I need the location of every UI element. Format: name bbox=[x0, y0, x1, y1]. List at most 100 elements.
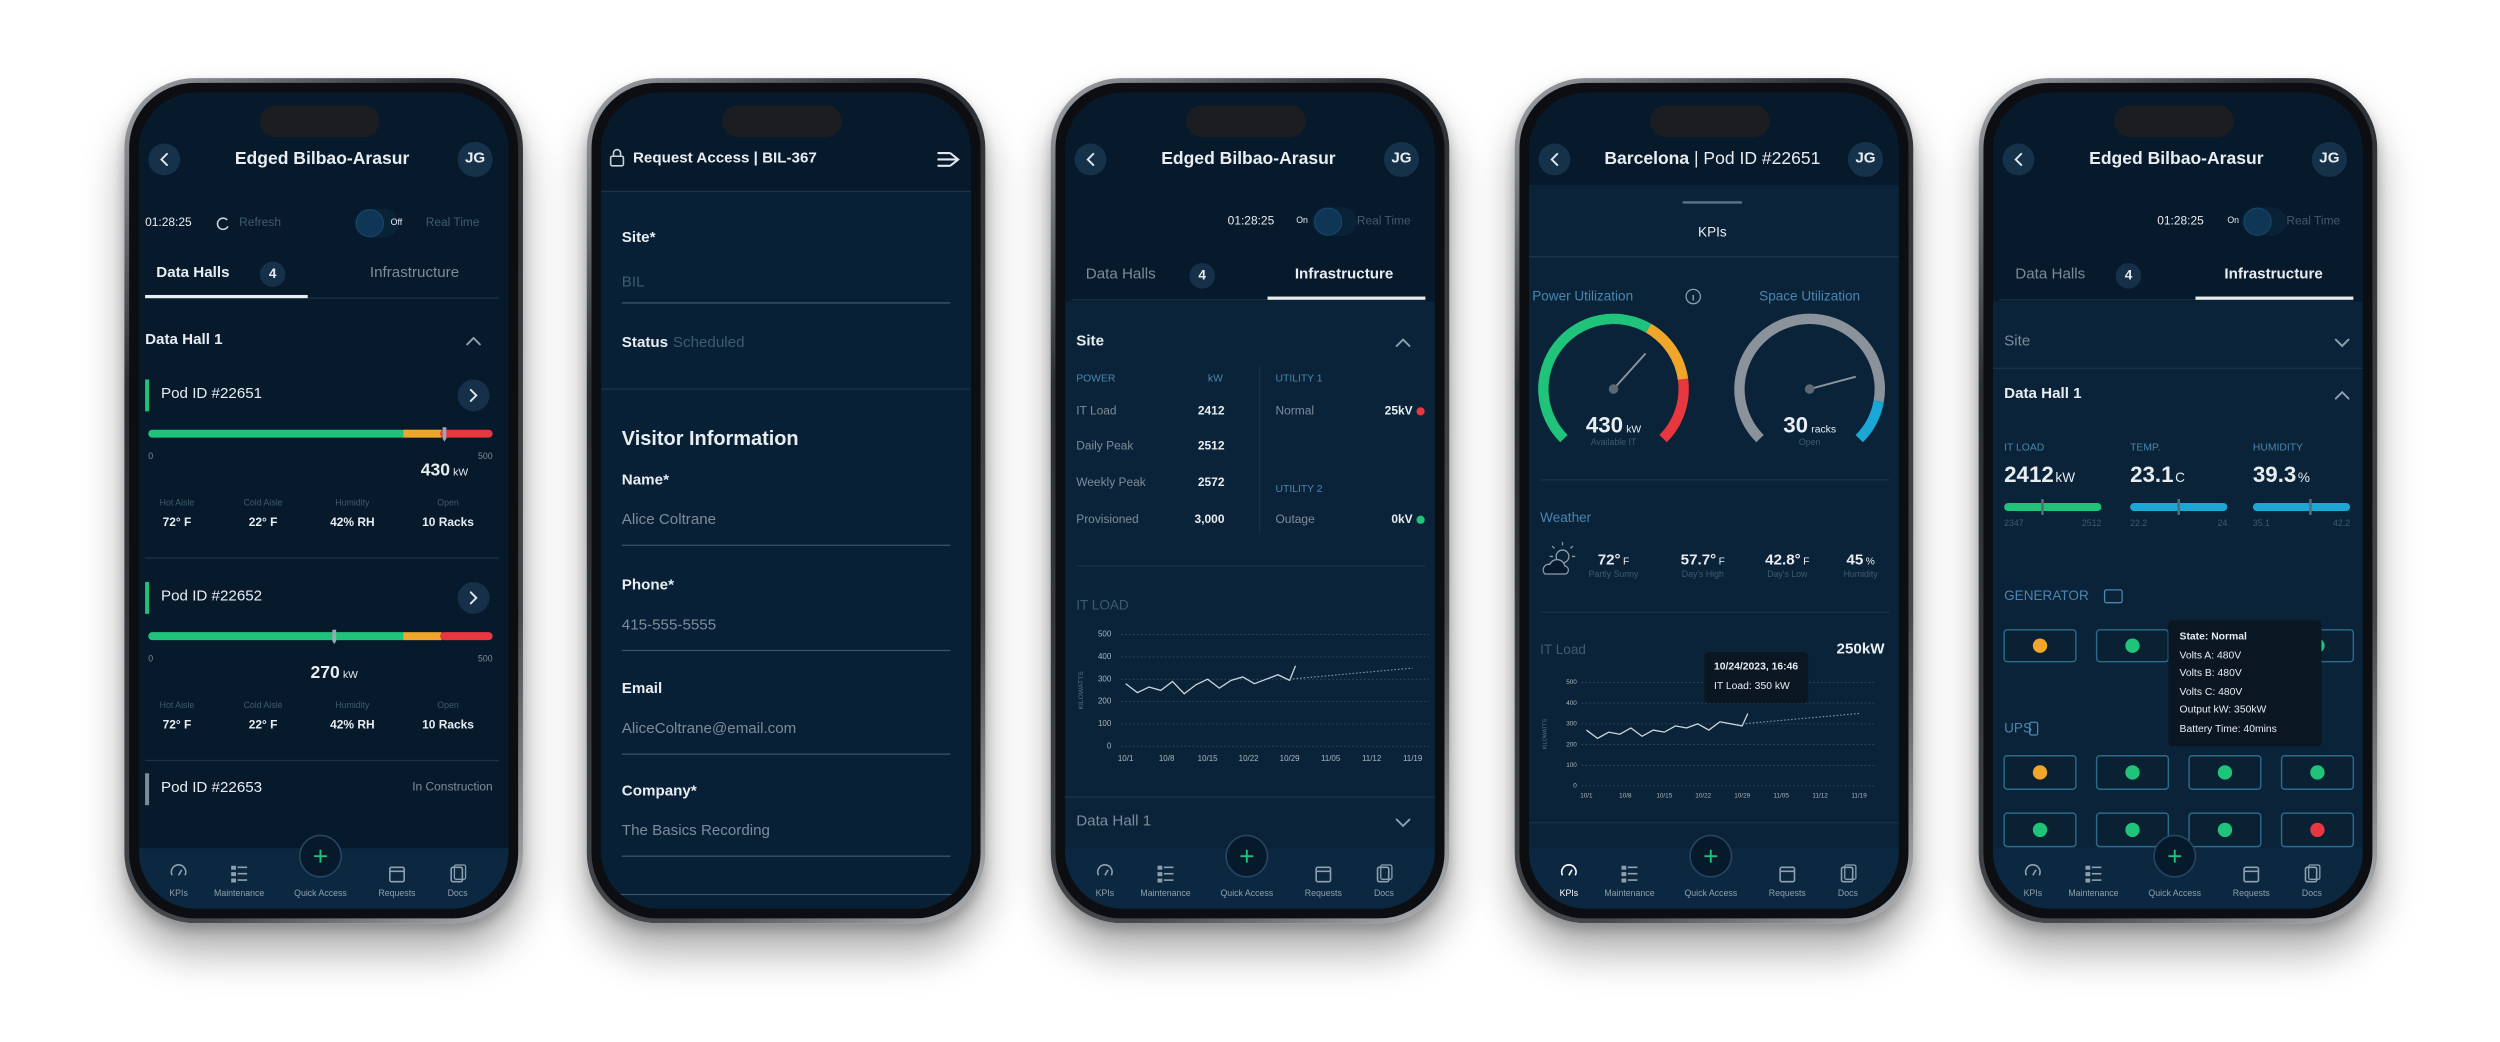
back-button[interactable] bbox=[1538, 143, 1571, 176]
exit-icon[interactable] bbox=[937, 152, 960, 167]
section-title[interactable]: Data Hall 1 bbox=[2004, 385, 2082, 404]
field-value[interactable]: The Basics Recording bbox=[621, 822, 770, 840]
status-dot bbox=[2310, 822, 2325, 838]
pod-name[interactable]: Pod ID #22653 bbox=[161, 779, 263, 797]
avatar-initials[interactable]: JG bbox=[465, 149, 486, 168]
back-button[interactable] bbox=[1074, 143, 1107, 176]
phone: 0 100 200 300 400 500 10/1 10/8 10/15 10/22 10/29 1… bbox=[1514, 78, 1914, 924]
nav-label[interactable]: Maintenance bbox=[1140, 889, 1191, 900]
tab-infrastructure[interactable]: Infrastructure bbox=[1294, 265, 1394, 284]
chevron-up bbox=[2334, 390, 2350, 400]
nav-icon bbox=[1376, 866, 1390, 883]
pod-name[interactable]: Pod ID #22652 bbox=[161, 587, 263, 606]
nav-label[interactable]: Docs bbox=[2301, 889, 2322, 900]
row-label: IT Load bbox=[1076, 403, 1117, 418]
refresh-label[interactable]: Refresh bbox=[239, 215, 282, 230]
x-tick-label: 11/05 bbox=[1773, 792, 1789, 799]
nav-label[interactable]: Maintenance bbox=[1604, 889, 1655, 900]
avatar-initials[interactable]: JG bbox=[1391, 149, 1412, 168]
x-tick-label: 10/22 bbox=[1695, 792, 1711, 799]
avatar[interactable] bbox=[1383, 141, 1420, 177]
field-value[interactable]: Alice Coltrane bbox=[621, 511, 717, 529]
x-tick-label: 10/29 bbox=[1734, 792, 1750, 799]
avatar[interactable] bbox=[2311, 141, 2347, 177]
nav-label[interactable]: KPIs bbox=[169, 889, 188, 900]
nav-label[interactable]: Maintenance bbox=[2068, 889, 2119, 900]
gauge-unit: kW bbox=[1626, 424, 1642, 436]
toggle-knob[interactable] bbox=[2243, 207, 2272, 236]
nav-label[interactable]: Requests bbox=[378, 889, 416, 900]
section-title[interactable]: Data Hall 1 bbox=[1076, 812, 1152, 831]
avatar[interactable] bbox=[1847, 141, 1883, 177]
column-header: POWER bbox=[1076, 373, 1116, 385]
screen: Edged Bilbao-Arasur JG 01:28:25 On Real Time… bbox=[1992, 92, 2363, 909]
toggle-knob[interactable] bbox=[1314, 207, 1343, 236]
nav-label[interactable]: KPIs bbox=[2023, 889, 2043, 900]
field-value[interactable]: AliceColtrane@email.com bbox=[621, 720, 797, 738]
nav-label[interactable]: Quick Access bbox=[1220, 889, 1274, 900]
nav-label[interactable]: Requests bbox=[1768, 889, 1806, 900]
avatar-initials[interactable]: JG bbox=[1855, 149, 1876, 168]
gauge-value: 430 kW bbox=[1586, 412, 1641, 440]
nav-icon bbox=[1240, 849, 1254, 863]
series-line bbox=[1289, 667, 1413, 680]
nav-label[interactable]: Docs bbox=[447, 889, 468, 900]
info-icon[interactable] bbox=[1685, 288, 1702, 305]
nav-icon bbox=[1704, 849, 1718, 863]
nav-icon bbox=[1315, 866, 1332, 883]
toggle-knob[interactable] bbox=[355, 209, 384, 238]
nav-label[interactable]: Requests bbox=[1304, 889, 1342, 900]
section-title[interactable]: Site bbox=[2004, 332, 2031, 351]
tab-data-halls[interactable]: Data Halls bbox=[156, 264, 230, 282]
nav-label[interactable]: Docs bbox=[1373, 889, 1394, 900]
weather-unit: F bbox=[1622, 556, 1630, 568]
section-title: Data Hall 1 bbox=[145, 331, 223, 349]
metric-bar bbox=[2252, 503, 2351, 512]
avatar-initials[interactable]: JG bbox=[2319, 149, 2340, 168]
gauge-needle bbox=[1809, 375, 1857, 390]
pod-name[interactable]: Pod ID #22651 bbox=[161, 385, 263, 404]
nav-icon bbox=[1560, 864, 1577, 876]
nav-label[interactable]: Maintenance bbox=[214, 889, 265, 900]
metric-unit: % bbox=[2297, 469, 2310, 486]
stat-value: 22° F bbox=[248, 514, 278, 530]
field-value[interactable]: 415-555-5555 bbox=[621, 616, 717, 635]
tooltip-line: Volts C: 480V bbox=[2179, 686, 2243, 698]
field-value[interactable]: BIL bbox=[621, 273, 645, 292]
nav-label[interactable]: Quick Access bbox=[1684, 889, 1738, 900]
nav-label[interactable]: Docs bbox=[1837, 889, 1858, 900]
refresh-icon[interactable] bbox=[216, 217, 229, 231]
screen-graphics bbox=[1992, 141, 2363, 909]
back-button[interactable] bbox=[148, 143, 181, 176]
nav-label[interactable]: Requests bbox=[2232, 889, 2270, 900]
chevron-up bbox=[1395, 338, 1411, 347]
gauge-hub bbox=[1804, 384, 1815, 394]
gauge-title: Power Utilization bbox=[1532, 287, 1634, 304]
nav-label[interactable]: KPIs bbox=[1095, 889, 1115, 900]
load-marker bbox=[442, 427, 447, 442]
tab-infrastructure[interactable]: Infrastructure bbox=[369, 264, 460, 282]
metric-unit: C bbox=[2175, 469, 2185, 486]
generator-icon bbox=[2103, 589, 2123, 604]
x-tick-label: 10/29 bbox=[1280, 754, 1301, 763]
nav-icon bbox=[1157, 865, 1163, 870]
load-bar-green bbox=[148, 632, 407, 641]
nav-icon bbox=[177, 869, 183, 876]
back-button[interactable] bbox=[2002, 143, 2035, 176]
screen-title: Request Access | BIL-367 bbox=[632, 149, 817, 168]
nav-label[interactable]: KPIs bbox=[1559, 889, 1579, 900]
nav-label[interactable]: Quick Access bbox=[294, 889, 347, 900]
scale-min: 0 bbox=[148, 452, 154, 463]
pod-open-button[interactable] bbox=[457, 379, 490, 412]
nav-label[interactable]: Quick Access bbox=[2148, 889, 2202, 900]
pod-accent bbox=[145, 773, 150, 806]
status-dot bbox=[1416, 407, 1425, 416]
tab-data-halls[interactable]: Data Halls bbox=[1085, 265, 1156, 284]
nav-icon bbox=[231, 878, 236, 883]
screen-graphics bbox=[138, 141, 509, 909]
series-line bbox=[1586, 713, 1749, 740]
pod-open-button[interactable] bbox=[457, 581, 490, 614]
avatar[interactable] bbox=[457, 141, 493, 177]
tab-data-halls[interactable]: Data Halls bbox=[2015, 265, 2086, 284]
tab-infrastructure[interactable]: Infrastructure bbox=[2224, 265, 2323, 284]
